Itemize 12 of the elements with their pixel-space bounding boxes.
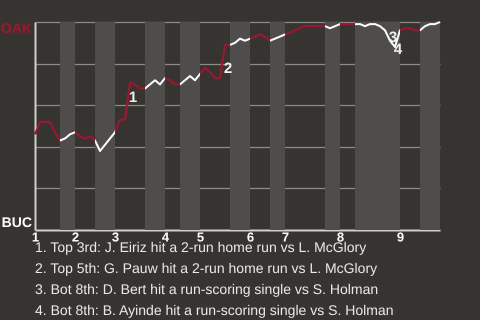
annotation: 2 [224,60,232,77]
x-tick-label: 7 [282,230,290,244]
x-tick-label: 6 [246,230,254,244]
text: 3. Bot 8th: D. Bert hit a run-scoring single vs S. Holman [35,281,378,297]
x-tick-label: 4 [162,230,170,244]
text: 2. Top 5th: G. Pauw hit a 2-run home run vs L. McGlory [35,260,378,276]
text: OAK [0,20,32,36]
text: BUC [2,214,32,230]
text: 4. Bot 8th: B. Ayinde hit a run-scoring single vs S. Holman [35,302,394,318]
x-tick-label: 9 [396,230,404,244]
annotation: 1 [128,89,138,106]
x-tick-label: 5 [196,230,204,244]
